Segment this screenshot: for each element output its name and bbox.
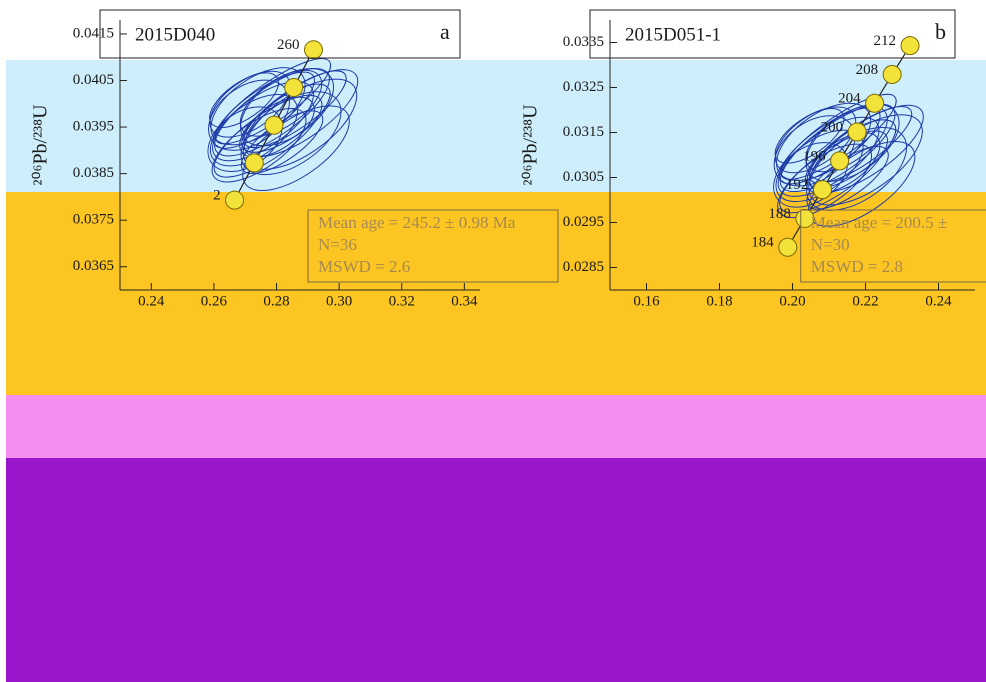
x-tick-label: 0.26 bbox=[201, 293, 228, 309]
age-point bbox=[225, 190, 245, 210]
y-tick-label: 0.0395 bbox=[73, 119, 114, 135]
error-ellipse bbox=[212, 81, 314, 162]
panel-label: a bbox=[440, 19, 450, 44]
y-tick-label: 0.0415 bbox=[73, 25, 114, 41]
annotation: MSWD = 2.6 bbox=[318, 257, 410, 276]
x-tick-label: 0.20 bbox=[779, 293, 805, 309]
y-tick-label: 0.0305 bbox=[563, 169, 604, 185]
age-point bbox=[778, 237, 798, 257]
y-tick-label: 0.0365 bbox=[73, 258, 114, 274]
age-point bbox=[812, 180, 832, 200]
x-tick-label: 0.34 bbox=[451, 293, 478, 309]
x-tick-label: 0.28 bbox=[263, 293, 289, 309]
annotation: Mean age = 245.2 ± 0.98 Ma bbox=[318, 213, 516, 232]
age-point bbox=[847, 122, 867, 142]
y-tick-label: 0.0375 bbox=[73, 212, 114, 228]
x-tick-label: 0.32 bbox=[389, 293, 415, 309]
error-ellipse bbox=[777, 116, 880, 197]
age-label: 184 bbox=[751, 235, 774, 251]
error-ellipse bbox=[774, 106, 857, 174]
error-ellipse bbox=[240, 68, 335, 147]
age-label: 260 bbox=[277, 37, 300, 53]
age-point bbox=[284, 78, 304, 97]
x-tick-label: 0.22 bbox=[852, 293, 878, 309]
title-box bbox=[99, 9, 461, 59]
y-tick-label: 0.0405 bbox=[73, 72, 114, 88]
age-label: 192 bbox=[786, 177, 809, 193]
x-tick-label: 0.16 bbox=[633, 293, 660, 309]
annotation-box bbox=[307, 209, 559, 283]
annotation: N=36 bbox=[318, 235, 357, 254]
y-axis-label: ²⁰⁶Pb/²³⁸U bbox=[30, 104, 52, 186]
age-label: 208 bbox=[856, 62, 879, 78]
title-box bbox=[589, 9, 956, 59]
age-point bbox=[900, 36, 920, 56]
annotation: Mean age = 200.5 ± bbox=[811, 213, 947, 232]
panel-label: b bbox=[935, 19, 946, 44]
age-point bbox=[244, 153, 264, 173]
band-purple bbox=[6, 458, 986, 682]
error-ellipse bbox=[209, 70, 291, 138]
y-tick-label: 0.0295 bbox=[563, 214, 604, 230]
age-label: 2 bbox=[213, 188, 221, 204]
error-ellipse bbox=[214, 58, 332, 145]
chart-title: 2015D040 bbox=[135, 24, 215, 45]
age-point bbox=[865, 93, 885, 113]
y-tick-label: 0.0285 bbox=[563, 259, 604, 275]
annotation: N=30 bbox=[811, 235, 850, 254]
age-label: 200 bbox=[821, 119, 844, 135]
age-label: 196 bbox=[803, 148, 826, 164]
x-tick-label: 0.18 bbox=[706, 293, 732, 309]
age-label: 212 bbox=[874, 33, 897, 49]
y-axis-label: ²⁰⁶Pb/²³⁸U bbox=[520, 104, 542, 186]
age-point bbox=[303, 40, 323, 60]
annotation-box bbox=[800, 209, 986, 283]
y-tick-label: 0.0335 bbox=[563, 34, 604, 50]
error-ellipse bbox=[209, 93, 299, 167]
error-ellipse bbox=[780, 93, 897, 180]
error-ellipse bbox=[779, 130, 889, 214]
age-point bbox=[882, 64, 902, 84]
error-ellipse bbox=[777, 143, 873, 219]
error-ellipse bbox=[211, 107, 307, 183]
error-ellipse bbox=[805, 103, 900, 182]
age-point bbox=[264, 115, 284, 135]
age-point bbox=[830, 151, 850, 171]
y-tick-label: 0.0325 bbox=[563, 79, 604, 95]
annotation: MSWD = 2.8 bbox=[811, 257, 903, 276]
y-tick-label: 0.0315 bbox=[563, 124, 604, 140]
error-ellipse bbox=[213, 94, 323, 178]
y-tick-label: 0.0385 bbox=[73, 165, 114, 181]
x-tick-label: 0.24 bbox=[138, 293, 165, 309]
chart-title: 2015D051-1 bbox=[625, 24, 721, 45]
charts: 0.0365 0.0375 0.0385 0.0395 0.0405 0.0415 0.24… bbox=[30, 9, 986, 309]
x-tick-label: 0.30 bbox=[326, 293, 352, 309]
band-pink bbox=[6, 395, 986, 458]
x-tick-label: 0.24 bbox=[925, 293, 952, 309]
age-label: 188 bbox=[768, 206, 791, 222]
age-label: 204 bbox=[838, 91, 861, 107]
